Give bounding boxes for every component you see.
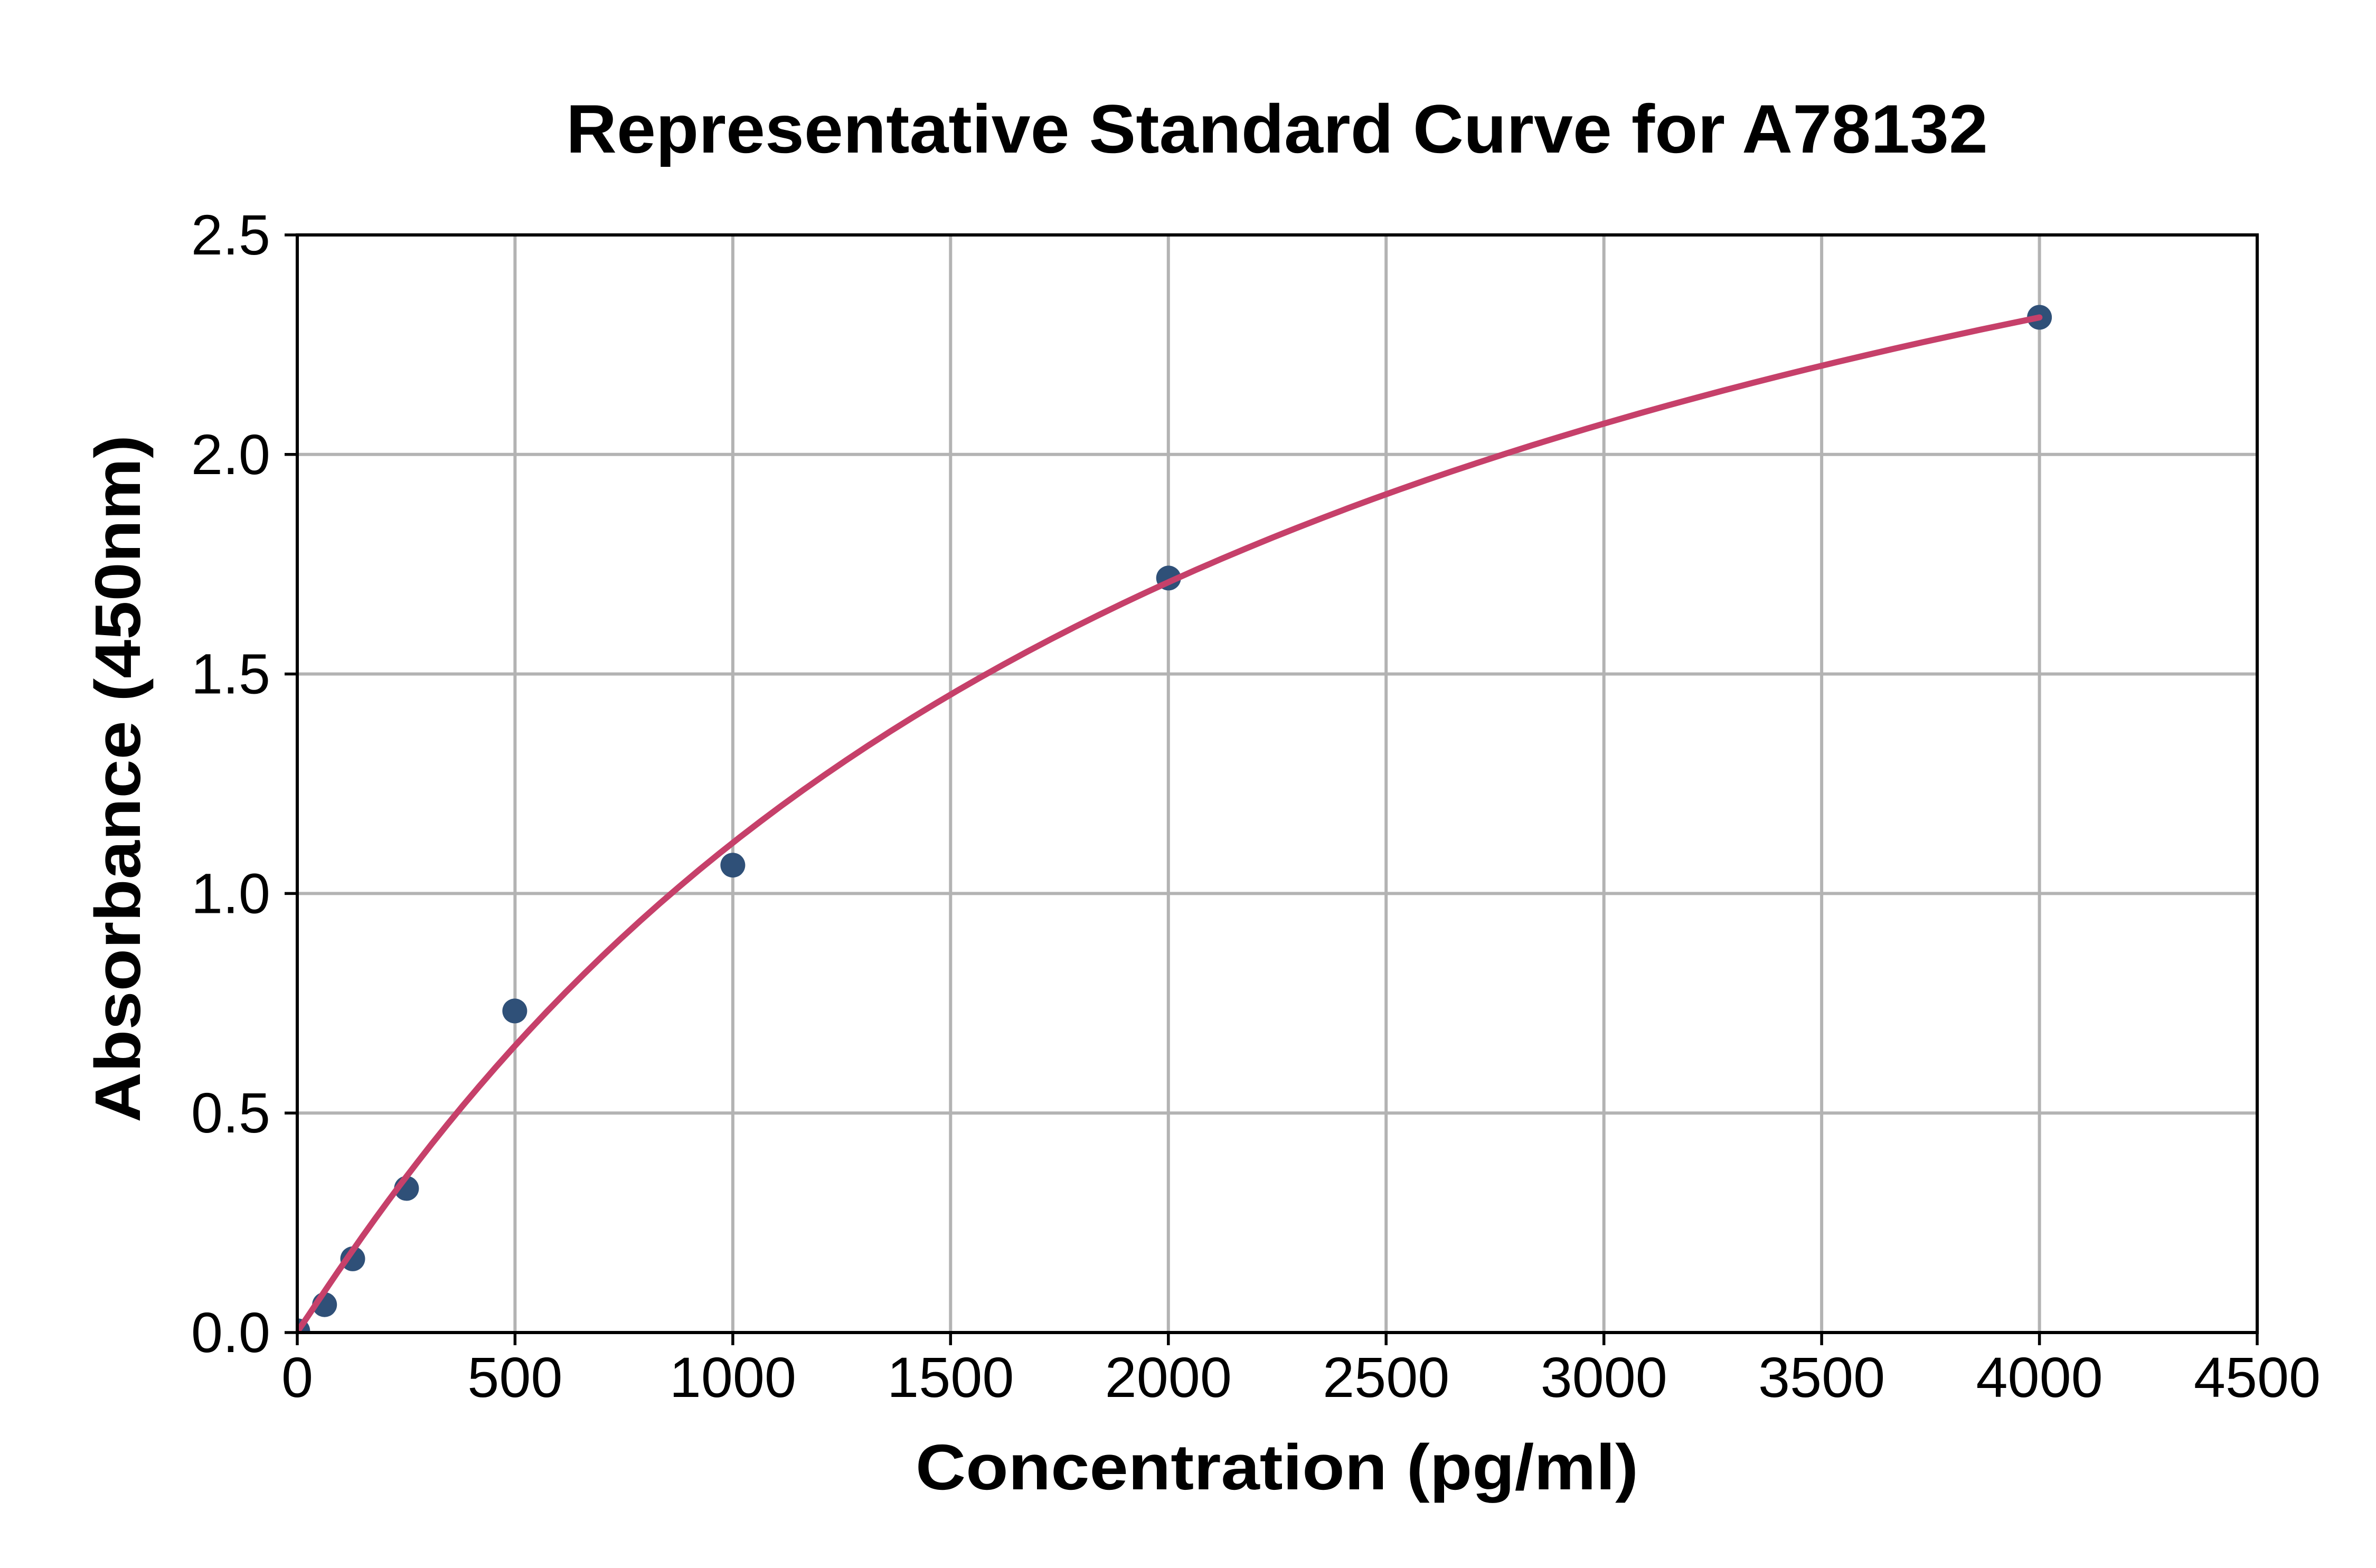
svg-text:2000: 2000 [1105, 1345, 1232, 1409]
svg-text:3000: 3000 [1541, 1345, 1667, 1409]
svg-text:1500: 1500 [887, 1345, 1014, 1409]
svg-text:2.5: 2.5 [191, 203, 270, 267]
svg-text:0: 0 [281, 1345, 313, 1409]
svg-text:1000: 1000 [670, 1345, 796, 1409]
svg-text:4500: 4500 [2194, 1345, 2321, 1409]
svg-text:2500: 2500 [1323, 1345, 1449, 1409]
svg-text:1.5: 1.5 [191, 642, 270, 706]
svg-text:Representative Standard Curve: Representative Standard Curve for A78132 [566, 90, 1988, 167]
svg-text:0.5: 0.5 [191, 1081, 270, 1145]
svg-text:4000: 4000 [1976, 1345, 2102, 1409]
svg-text:3500: 3500 [1758, 1345, 1885, 1409]
svg-text:1.0: 1.0 [191, 861, 270, 925]
svg-text:2.0: 2.0 [191, 422, 270, 486]
svg-text:500: 500 [467, 1345, 562, 1409]
svg-text:0.0: 0.0 [191, 1300, 270, 1364]
svg-text:Concentration (pg/ml): Concentration (pg/ml) [916, 1431, 1638, 1503]
svg-text:Absorbance (450nm): Absorbance (450nm) [82, 435, 154, 1122]
